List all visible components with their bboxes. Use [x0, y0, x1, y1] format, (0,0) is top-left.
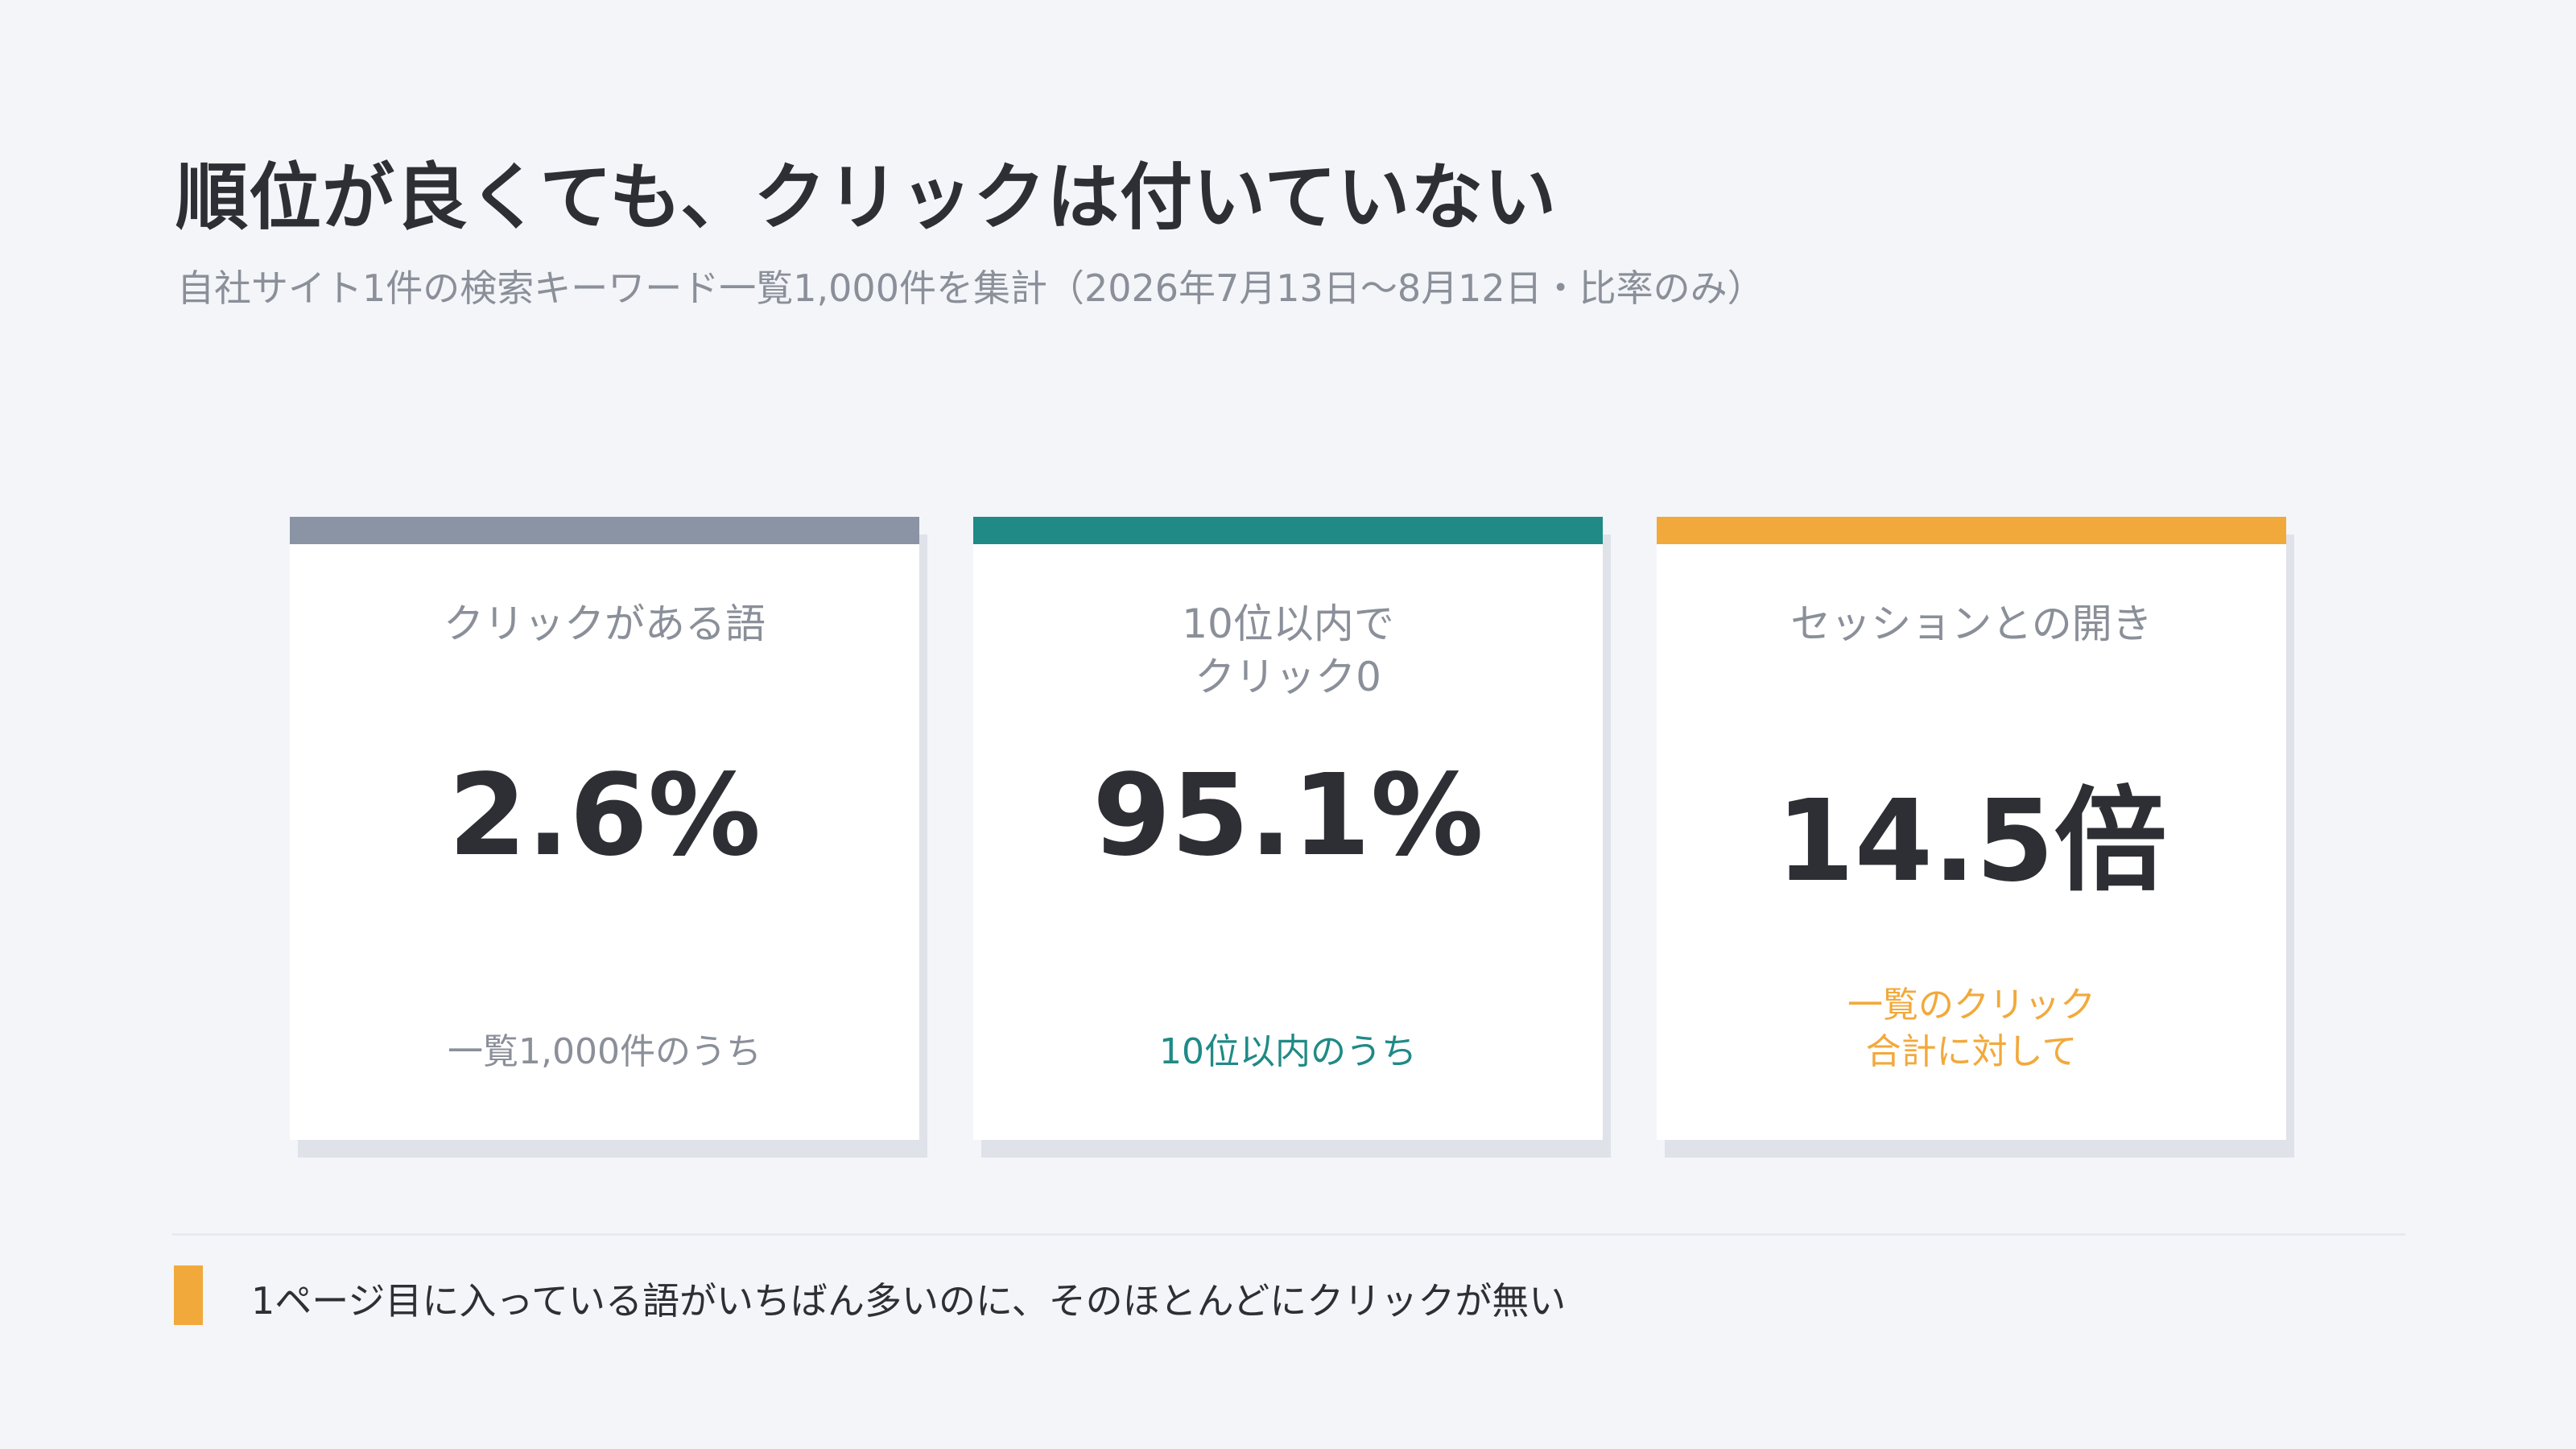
stat-card-session-gap: セッションとの開き 14.5倍 一覧のクリック 合計に対して: [1657, 517, 2286, 1140]
stat-cards: クリックがある語 2.6% 一覧1,000件のうち 10位以内で クリック0 9…: [290, 517, 2286, 1140]
divider: [172, 1233, 2405, 1236]
card-value: 95.1%: [1092, 750, 1484, 881]
page-subtitle: 自社サイト1件の検索キーワード一覧1,000件を集計（2026年7月13日〜8月…: [177, 266, 1765, 310]
card-label: クリックがある語: [444, 601, 766, 647]
card-accent-bar: [973, 517, 1603, 544]
card-value: 2.6%: [448, 750, 762, 881]
page-title: 順位が良くても、クリックは付いていない: [175, 155, 1558, 240]
card-note: 一覧のクリック 合計に対して: [1847, 985, 2095, 1072]
stat-card-top10-zero-click: 10位以内で クリック0 95.1% 10位以内のうち: [973, 517, 1603, 1140]
card-label: 10位以内で クリック0: [1182, 601, 1394, 700]
card-note: 一覧1,000件のうち: [448, 1031, 762, 1072]
card-accent-bar: [290, 517, 919, 544]
takeaway-accent-bar: [174, 1265, 203, 1325]
card-value: 14.5倍: [1776, 776, 2167, 907]
card-note: 10位以内のうち: [1159, 1031, 1417, 1072]
stat-card-clicked-terms: クリックがある語 2.6% 一覧1,000件のうち: [290, 517, 919, 1140]
takeaway-text: 1ページ目に入っている語がいちばん多いのに、そのほとんどにクリックが無い: [251, 1279, 1567, 1323]
card-label: セッションとの開き: [1790, 601, 2153, 647]
card-accent-bar: [1657, 517, 2286, 544]
